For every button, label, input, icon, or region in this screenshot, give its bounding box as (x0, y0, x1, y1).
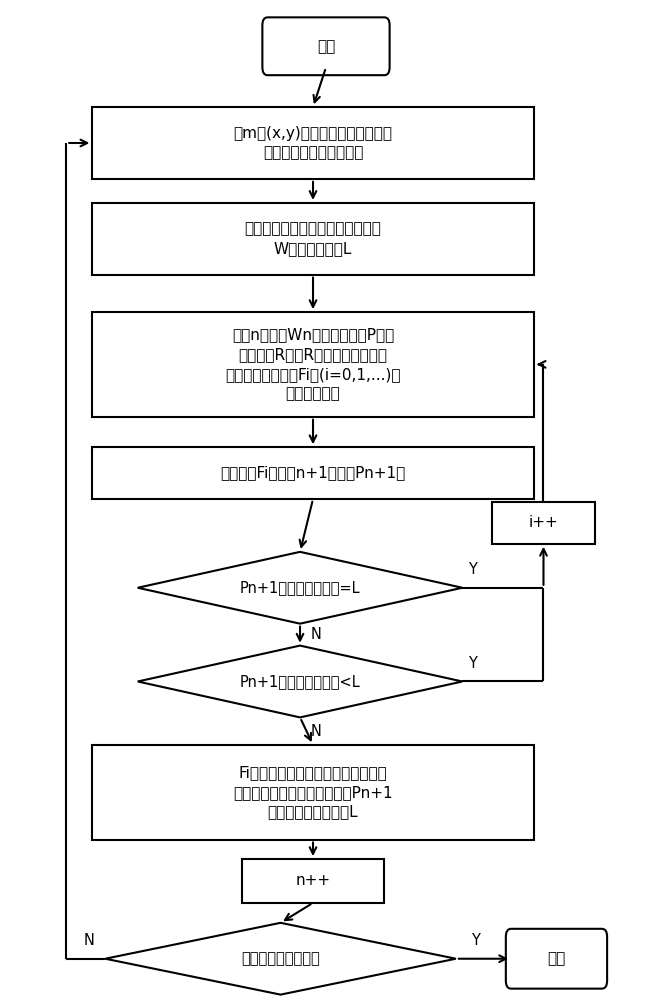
Text: 是否是最优温度解？: 是否是最优温度解？ (241, 951, 320, 966)
Text: Y: Y (467, 656, 477, 671)
Bar (93, 312, 534, 417)
Polygon shape (105, 923, 456, 995)
Text: N: N (83, 933, 95, 948)
Text: Y: Y (471, 933, 480, 948)
Text: n++: n++ (295, 873, 331, 888)
FancyBboxPatch shape (506, 929, 607, 989)
Text: 将m组(x,y)按照非支配关系排序，
每一层人为标定适应度值: 将m组(x,y)按照非支配关系排序， 每一层人为标定适应度值 (233, 126, 393, 160)
Text: Y: Y (467, 562, 477, 577)
Text: 开始: 开始 (317, 39, 335, 54)
Polygon shape (138, 552, 462, 624)
Text: 结束: 结束 (547, 951, 565, 966)
Text: N: N (311, 724, 321, 739)
FancyBboxPatch shape (262, 17, 390, 75)
Text: 聚合、交叉、重组产生下一代集合
W，集合大小为L: 聚合、交叉、重组产生下一代集合 W，集合大小为L (244, 221, 381, 256)
Bar (93, 447, 534, 499)
Bar (93, 203, 534, 275)
Text: 把优化解Fi放到第n+1代集合Pn+1中: 把优化解Fi放到第n+1代集合Pn+1中 (220, 466, 406, 481)
Text: Pn+1中元素组的个数<L: Pn+1中元素组的个数<L (240, 674, 361, 689)
Bar (242, 859, 385, 903)
Text: N: N (311, 627, 321, 642)
Text: i++: i++ (529, 515, 558, 530)
Polygon shape (138, 646, 462, 717)
Bar (492, 502, 595, 544)
Bar (93, 107, 534, 179)
Text: Pn+1中元素组的个数=L: Pn+1中元素组的个数=L (240, 580, 361, 595)
Bar (93, 745, 534, 840)
Text: 将第n代集合Wn和第一代集合P合并
生成集合R，将R进行非支配排序，
产生一系列优化解Fi，(i=0,1,...)，
并计算拥挤度: 将第n代集合Wn和第一代集合P合并 生成集合R，将R进行非支配排序， 产生一系列… (225, 327, 401, 402)
Text: Fi中的元素组的拥挤度进行排序，将
较好的温度解保留下来，使得Pn+1
中元素组的个数等于L: Fi中的元素组的拥挤度进行排序，将 较好的温度解保留下来，使得Pn+1 中元素组… (233, 765, 393, 819)
